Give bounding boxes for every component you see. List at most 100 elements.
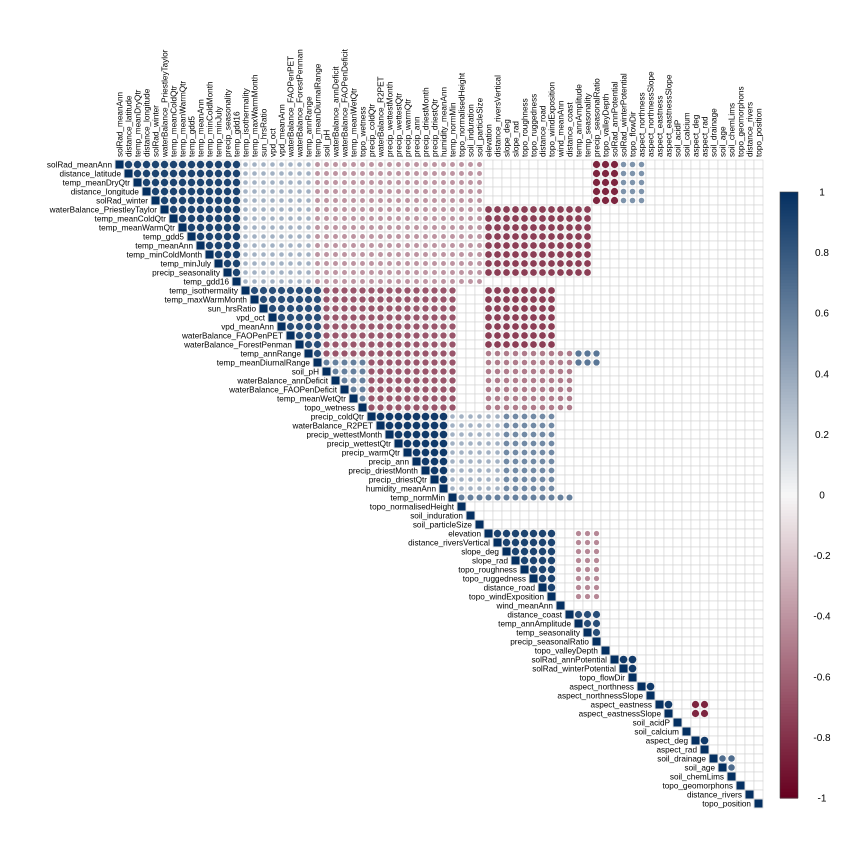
correlation-circle [304, 340, 313, 349]
correlation-circle [223, 178, 232, 187]
cell [681, 690, 692, 701]
correlation-circle [223, 259, 232, 268]
cell [717, 186, 728, 197]
correlation-circle [205, 187, 214, 196]
correlation-circle [520, 529, 529, 538]
correlation-circle [548, 341, 555, 348]
cell [690, 465, 701, 476]
cell [627, 600, 638, 611]
cell [717, 249, 728, 260]
cell [744, 735, 755, 746]
cell [735, 456, 746, 467]
correlation-circle [584, 584, 591, 591]
correlation-circle [458, 494, 465, 501]
correlation-circle [539, 485, 546, 492]
correlation-circle [341, 368, 348, 375]
cell [753, 429, 764, 440]
correlation-circle [601, 169, 610, 178]
correlation-circle [386, 314, 393, 321]
correlation-circle [485, 296, 492, 303]
correlation-circle [261, 216, 266, 221]
correlation-circle [306, 261, 311, 266]
correlation-circle [395, 341, 402, 348]
correlation-circle [279, 234, 284, 239]
cell [501, 177, 512, 188]
colorbar-step [780, 661, 798, 666]
cell [690, 429, 701, 440]
correlation-circle [449, 332, 456, 339]
cell [735, 537, 746, 548]
correlation-circle [521, 305, 528, 312]
correlation-circle [368, 296, 375, 303]
correlation-circle [521, 395, 528, 402]
colorbar-step [780, 682, 798, 687]
cell [600, 393, 611, 404]
colorbar-step [780, 252, 798, 257]
correlation-circle [719, 755, 726, 762]
cell [654, 204, 665, 215]
correlation-circle [377, 350, 384, 357]
cell [627, 303, 638, 314]
correlation-circle [360, 171, 365, 176]
correlation-circle [468, 477, 473, 482]
correlation-circle [441, 225, 446, 230]
cell [465, 303, 476, 314]
cell [672, 474, 683, 485]
column-label-aspect_eastnessSlope: aspect_eastnessSlope [665, 74, 674, 157]
correlation-circle [548, 458, 555, 465]
cell [618, 429, 629, 440]
colorbar-step [780, 564, 798, 569]
correlation-circle [547, 583, 556, 592]
correlation-circle [450, 180, 455, 185]
cell [636, 510, 647, 521]
cell [699, 645, 710, 656]
correlation-circle [539, 449, 546, 456]
correlation-circle [584, 224, 591, 231]
correlation-circle [277, 286, 286, 295]
cell [582, 447, 593, 458]
correlation-circle [421, 457, 430, 466]
cell [555, 456, 566, 467]
correlation-circle [404, 377, 411, 384]
row-label-soil_particleSize: soil_particleSize [413, 521, 473, 530]
cell [654, 384, 665, 395]
cell [663, 393, 674, 404]
cell [726, 222, 737, 233]
correlation-circle [459, 189, 464, 194]
cell [744, 546, 755, 557]
correlation-circle [503, 305, 510, 312]
cell [456, 357, 467, 368]
correlation-circle [530, 413, 537, 420]
correlation-circle [468, 486, 473, 491]
cell [600, 411, 611, 422]
correlation-circle [432, 207, 437, 212]
colorbar-step [780, 319, 798, 323]
correlation-circle [205, 214, 214, 223]
correlation-circle [557, 224, 564, 231]
correlation-circle [369, 279, 374, 284]
correlation-circle [538, 529, 547, 538]
cell [690, 573, 701, 584]
correlation-circle [404, 350, 411, 357]
cell [744, 501, 755, 512]
cell [708, 537, 719, 548]
cell [600, 204, 611, 215]
cell [753, 726, 764, 737]
correlation-circle [413, 377, 420, 384]
cell [555, 573, 566, 584]
column-label-topo_wetness: topo_wetness [359, 106, 368, 157]
correlation-circle [405, 225, 410, 230]
correlation-circle [539, 413, 546, 420]
correlation-circle [593, 359, 600, 366]
cell [600, 582, 611, 593]
correlation-circle [404, 386, 411, 393]
correlation-circle [387, 261, 392, 266]
correlation-circle [350, 341, 357, 348]
cell [564, 447, 575, 458]
correlation-circle [477, 216, 482, 221]
diagonal-cell [493, 538, 502, 547]
cell [510, 501, 521, 512]
cell [672, 231, 683, 242]
correlation-circle [468, 270, 473, 275]
correlation-circle [512, 404, 519, 411]
